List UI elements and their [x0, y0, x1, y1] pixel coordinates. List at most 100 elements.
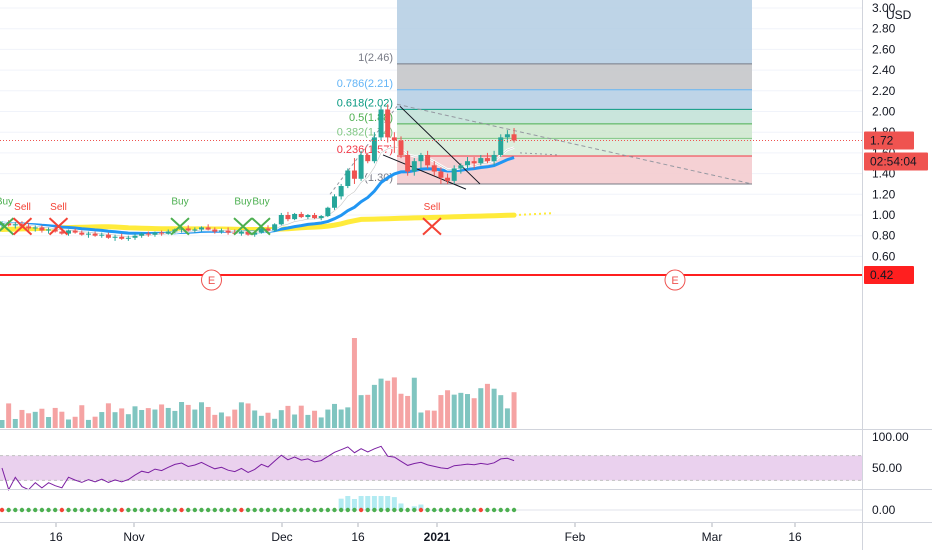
osc-dot [53, 507, 58, 513]
candle-body [351, 170, 357, 179]
osc-dot [46, 507, 51, 513]
osc-dot [239, 507, 244, 513]
candle-body [119, 236, 125, 239]
volume-bar [458, 392, 464, 428]
price-tick: 2.80 [872, 22, 896, 36]
signals: BuySellSellBuyBuyBuySell [0, 197, 442, 236]
candle-body [218, 230, 224, 232]
volume-bar [245, 403, 251, 428]
price-tick: 2.60 [872, 42, 896, 56]
osc-dot [365, 507, 370, 513]
earnings-label: E [671, 275, 678, 287]
volume-bar [465, 394, 470, 428]
volume-bar [218, 412, 224, 428]
osc-bar [358, 496, 364, 510]
candle-body [185, 228, 191, 231]
candle-body [405, 154, 411, 172]
candle-body [165, 231, 171, 234]
osc-dot [452, 507, 457, 513]
time-tick: 2021 [424, 530, 451, 544]
candle-body [205, 227, 211, 230]
osc-dot [279, 507, 284, 513]
fib-level-label: 1(2.46) [358, 52, 393, 64]
volume-bar [438, 395, 444, 428]
rsi-line [1, 445, 515, 491]
wedge-lower [382, 154, 467, 190]
osc-dot [72, 507, 78, 513]
volume-bar [318, 417, 324, 428]
price-badges: 1.72 02:54:04 0.42 [864, 131, 928, 285]
candle-body [511, 134, 517, 141]
osc-dot [26, 507, 31, 513]
candle-body [491, 154, 497, 162]
volume-bar [418, 412, 424, 428]
volume-bar [338, 409, 344, 428]
candle-body [431, 165, 437, 172]
osc-dot [485, 507, 490, 513]
candle-body [305, 215, 311, 218]
osc-bar [351, 499, 357, 510]
candle-body [398, 140, 404, 155]
volume-bar [411, 377, 417, 428]
time-tick: 16 [49, 530, 63, 544]
volume-bar [451, 394, 457, 428]
osc-dot [186, 507, 191, 513]
candle-body [99, 234, 105, 236]
osc-dot [265, 507, 271, 513]
osc-dot [172, 507, 178, 513]
volume-bar [0, 420, 5, 428]
candle-body [371, 137, 377, 162]
candle-body [451, 168, 457, 181]
candle-body [325, 207, 331, 217]
candle-body [245, 231, 251, 235]
volume-bar [511, 392, 517, 428]
osc-bar [345, 496, 351, 510]
volume-bar [185, 404, 191, 428]
volume-bar [225, 416, 231, 428]
signal-cross [0, 217, 15, 236]
candle-body [192, 229, 198, 231]
volume-bar [205, 406, 211, 428]
candle-body [385, 109, 391, 138]
candle-body [504, 134, 510, 138]
price-tick: 2.20 [872, 84, 896, 98]
volume-bar [252, 410, 258, 428]
volume-bar [312, 410, 318, 428]
candle-body [312, 215, 318, 219]
osc-dot [0, 507, 5, 513]
osc-dot [19, 507, 25, 513]
time-tick: Nov [123, 530, 144, 544]
volume-bar [132, 406, 138, 428]
osc-dot [325, 507, 331, 513]
fib-level-label: 0.786(2.21) [337, 78, 393, 90]
signal-label: Sell [14, 202, 31, 213]
volume-bar [59, 411, 65, 428]
volume-bar [159, 404, 165, 428]
volume-bar [32, 411, 38, 428]
volume-bar [19, 409, 25, 428]
candle-body [85, 233, 91, 235]
candle-body [199, 227, 204, 230]
osc-dot [119, 507, 124, 513]
volume-bar [6, 403, 12, 428]
volume-bar [238, 402, 244, 428]
osc-dot [398, 507, 404, 513]
osc-bar [418, 504, 424, 510]
candle-body [105, 234, 111, 238]
osc-dot [372, 507, 377, 513]
osc-dot [33, 507, 38, 513]
candle-body [484, 158, 490, 162]
candle-body [132, 235, 138, 238]
volume-bar [491, 388, 497, 428]
candle-body [39, 227, 45, 231]
volume-bar [72, 416, 78, 428]
earnings-marker [201, 269, 222, 291]
candle-body [152, 232, 158, 235]
osc-dot [39, 507, 45, 513]
candle-body [458, 165, 464, 169]
osc-dot [378, 507, 384, 513]
osc-dot [338, 507, 344, 513]
price-tick: 0.80 [872, 229, 896, 243]
